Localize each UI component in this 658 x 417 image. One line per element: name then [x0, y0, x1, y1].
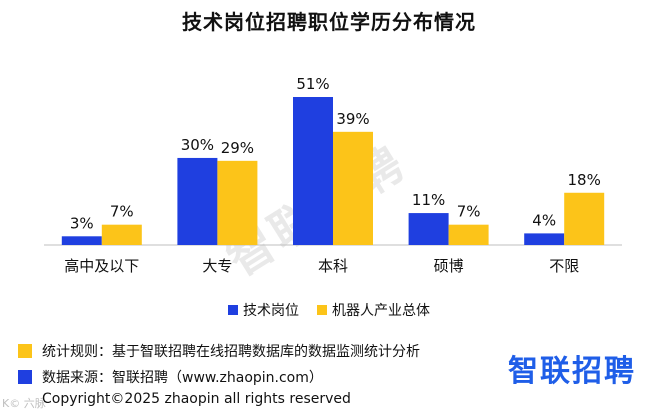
- x-tick-label-0: 高中及以下: [64, 257, 139, 275]
- bar-chart: 3% 7% 高中及以下 30% 29% 大专 51% 39% 本科 11% 7% 硕博 4% 18% 不限: [44, 75, 622, 275]
- bar-tech-3: [408, 213, 449, 245]
- corner-mark: K© 六脉: [2, 397, 46, 410]
- data-label-industry-4: 18%: [568, 171, 601, 189]
- x-tick-label-2: 本科: [318, 257, 348, 275]
- note-rule-marker: [18, 344, 32, 358]
- data-label-tech-4: 4%: [532, 211, 556, 229]
- data-label-industry-2: 39%: [336, 110, 369, 128]
- note-source-marker: [18, 370, 32, 384]
- bar-industry-0: [101, 224, 142, 245]
- legend-swatch-tech: [228, 305, 238, 315]
- x-tick-label-3: 硕博: [434, 257, 464, 275]
- chart-title: 技术岗位招聘职位学历分布情况: [182, 10, 476, 34]
- data-label-industry-1: 29%: [221, 139, 254, 157]
- note-rule-text: 统计规则：基于智联招聘在线招聘数据库的数据监测统计分析: [42, 344, 420, 360]
- data-label-tech-0: 3%: [70, 214, 94, 232]
- x-tick-label-1: 大专: [202, 257, 232, 275]
- data-label-industry-0: 7%: [110, 203, 134, 221]
- data-label-tech-3: 11%: [412, 191, 445, 209]
- bar-tech-1: [177, 157, 218, 245]
- bar-tech-4: [524, 233, 565, 245]
- note-source: 数据来源：智联招聘（www.zhaopin.com）: [18, 364, 420, 390]
- x-tick-label-4: 不限: [549, 257, 579, 275]
- legend-item-industry: 机器人产业总体: [317, 300, 430, 320]
- copyright: Copyright©2025 zhaopin all rights reserv…: [42, 391, 351, 407]
- brand-logo: 智联招聘: [508, 354, 636, 389]
- legend-label-industry: 机器人产业总体: [332, 303, 430, 319]
- data-label-tech-1: 30%: [181, 136, 214, 154]
- note-source-text: 数据来源：智联招聘（www.zhaopin.com）: [42, 370, 323, 386]
- note-rule: 统计规则：基于智联招聘在线招聘数据库的数据监测统计分析: [18, 338, 420, 364]
- bar-industry-4: [564, 192, 605, 245]
- legend-label-tech: 技术岗位: [243, 303, 299, 319]
- bar-industry-3: [448, 224, 489, 245]
- bar-industry-2: [333, 131, 373, 245]
- data-label-tech-2: 51%: [296, 75, 329, 93]
- data-label-industry-3: 7%: [457, 203, 481, 221]
- notes: 统计规则：基于智联招聘在线招聘数据库的数据监测统计分析 数据来源：智联招聘（ww…: [18, 338, 420, 390]
- legend-item-tech: 技术岗位: [228, 300, 299, 320]
- legend: 技术岗位 机器人产业总体: [0, 300, 658, 320]
- bar-tech-0: [61, 236, 102, 245]
- legend-swatch-industry: [317, 305, 327, 315]
- bar-tech-2: [293, 97, 333, 245]
- bar-industry-1: [217, 160, 258, 245]
